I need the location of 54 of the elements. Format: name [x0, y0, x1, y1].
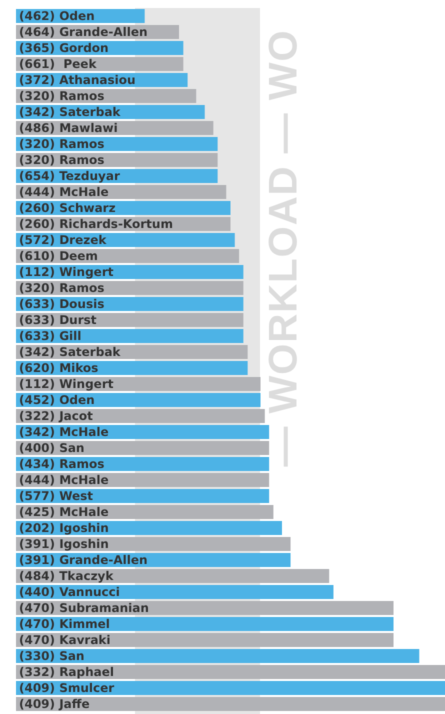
- y-tick-label: (633) Dousis: [19, 297, 104, 311]
- y-tick-label: (444) McHale: [19, 473, 109, 487]
- y-tick-label: (112) Wingert: [19, 265, 114, 279]
- y-tick-label: (342) McHale: [19, 425, 109, 439]
- bar: [16, 649, 420, 663]
- y-tick-label: (260) Richards-Kortum: [19, 217, 173, 231]
- y-tick-label: (409) Smulcer: [19, 681, 114, 695]
- bar: [16, 329, 244, 343]
- y-tick-label: (440) Vannucci: [19, 585, 120, 599]
- y-tick-label: (112) Wingert: [19, 377, 114, 391]
- y-tick-label: (322) Jacot: [19, 409, 94, 423]
- y-tick-label: (320) Ramos: [19, 137, 104, 151]
- y-tick-label: (400) San: [19, 441, 84, 455]
- bar: [16, 697, 445, 711]
- y-tick-label: (661) Peek: [19, 57, 98, 71]
- y-tick-label: (470) Kavraki: [19, 633, 111, 647]
- y-tick-label: (470) Kimmel: [19, 617, 110, 631]
- y-tick-label: (464) Grande-Allen: [19, 25, 148, 39]
- bar: [16, 441, 270, 455]
- y-tick-label: (330) San: [19, 649, 84, 663]
- y-tick-label: (486) Mawlawi: [19, 121, 118, 135]
- y-tick-label: (332) Raphael: [19, 665, 114, 679]
- y-tick-label: (342) Saterbak: [19, 105, 122, 119]
- y-tick-label: (620) Mikos: [19, 361, 98, 375]
- y-tick-label: (391) Igoshin: [19, 537, 109, 551]
- bar: [16, 409, 265, 423]
- y-tick-label: (342) Saterbak: [19, 345, 122, 359]
- y-tick-label: (452) Oden: [19, 393, 95, 407]
- y-tick-label: (610) Deem: [19, 249, 98, 263]
- y-tick-label: (372) Athanasiou: [19, 73, 136, 87]
- y-tick-label: (633) Gill: [19, 329, 82, 343]
- y-tick-label: (320) Ramos: [19, 89, 104, 103]
- y-tick-label: (484) Tkaczyk: [19, 569, 114, 583]
- bar: [16, 617, 394, 631]
- y-tick-label: (260) Schwarz: [19, 201, 116, 215]
- bar: [16, 681, 445, 695]
- y-tick-label: (320) Ramos: [19, 281, 104, 295]
- bar: [16, 489, 270, 503]
- bar: [16, 633, 394, 647]
- y-tick-label: (365) Gordon: [19, 41, 109, 55]
- y-tick-label: (409) Jaffe: [19, 697, 90, 711]
- y-tick-label: (577) West: [19, 489, 94, 503]
- y-tick-label: (202) Igoshin: [19, 521, 109, 535]
- bar: [16, 665, 445, 679]
- y-tick-label: (572) Drezek: [19, 233, 108, 247]
- y-tick-label: (434) Ramos: [19, 457, 104, 471]
- y-tick-label: (633) Durst: [19, 313, 97, 327]
- y-tick-label: (391) Grande-Allen: [19, 553, 148, 567]
- y-tick-label: (425) McHale: [19, 505, 109, 519]
- y-tick-label: (654) Tezduyar: [19, 169, 120, 183]
- y-tick-label: (320) Ramos: [19, 153, 104, 167]
- y-tick-label: (462) Oden: [19, 9, 95, 23]
- y-tick-label: (444) McHale: [19, 185, 109, 199]
- y-tick-label: (470) Subramanian: [19, 601, 149, 615]
